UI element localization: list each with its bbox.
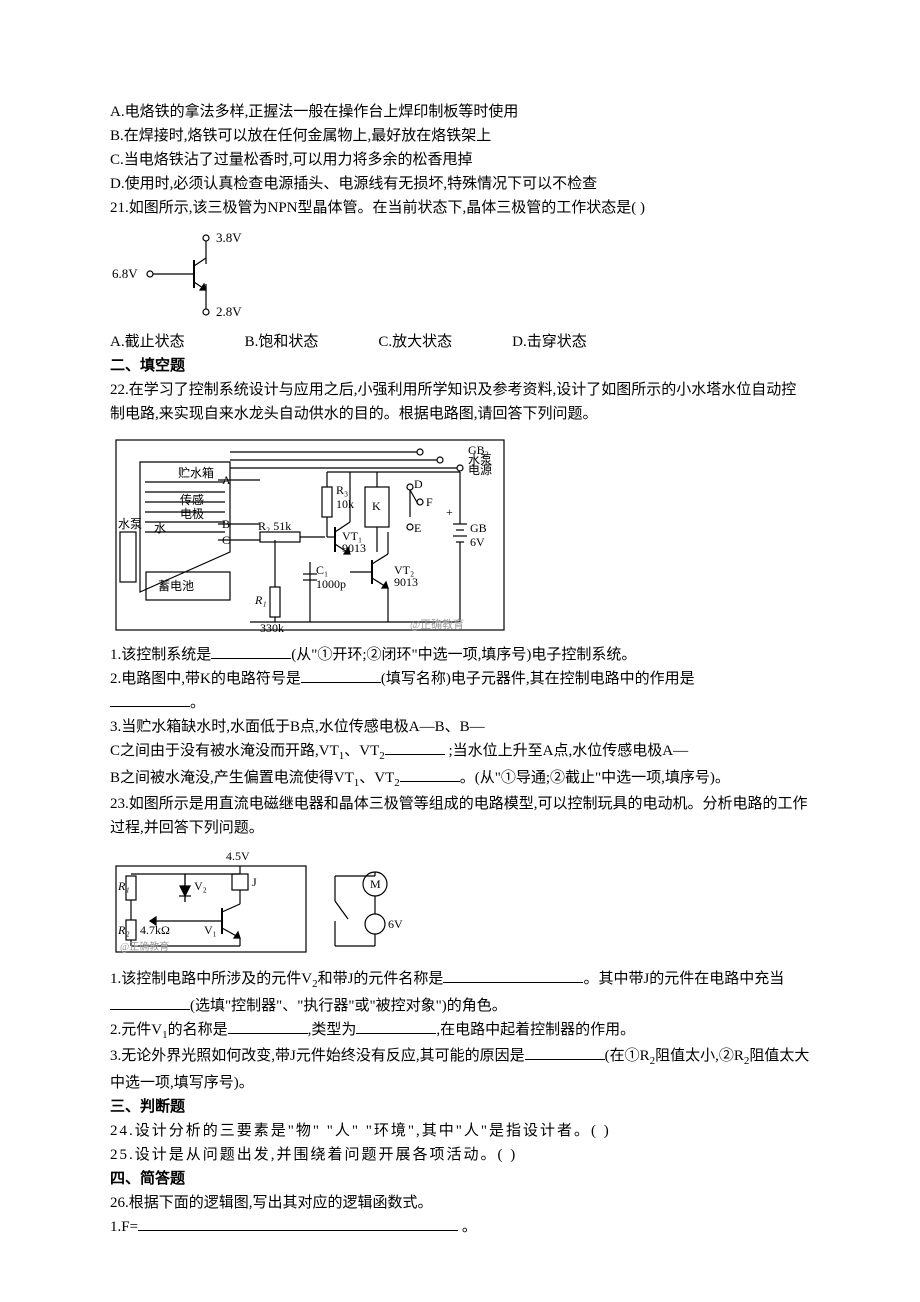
svg-text:F: F [426,495,433,509]
q20-option-d: D.使用时,必须认真检查电源插头、电源线有无损坏,特殊情况下可以不检查 [110,172,810,196]
q23-part1: 1.该控制电路中所涉及的元件V2和带J的元件名称是。其中带J的元件在电路中充当(… [110,967,810,1018]
svg-text:R₁: R₁ [117,879,130,893]
svg-text:D: D [414,477,423,491]
svg-text:9013: 9013 [342,541,366,555]
svg-text:C: C [222,533,230,547]
q21-v-top: 3.8V [216,230,242,245]
section-4-heading: 四、简答题 [110,1167,810,1191]
svg-text:R₃: R₃ [336,483,348,497]
q22-figure: 贮水箱 A 传感 电极 B C 水泵 水 蓄电池 R₃ 10k R₂ 51k K… [110,432,810,637]
section-2-heading: 二、填空题 [110,354,810,378]
q22-part3b: C之间由于没有被水淹没而开路,VT1、VT2 ;当水位上升至A点,水位传感电极A… [110,739,810,766]
q26-stem: 26.根据下面的逻辑图,写出其对应的逻辑函数式。 [110,1191,810,1215]
q23-part3: 3.无论外界光照如何改变,带J元件始终没有反应,其可能的原因是(在①R2阻值太小… [110,1044,810,1095]
q23-stem: 23.如图所示是用直流电磁继电器和晶体三极管等组成的电路模型,可以控制玩具的电动… [110,792,810,840]
q23-part2: 2.元件V1的名称是,类型为,在电路中起着控制器的作用。 [110,1018,810,1045]
q21-opt-d: D.击穿状态 [512,330,587,354]
q22-stem: 22.在学习了控制系统设计与应用之后,小强利用所学知识及参考资料,设计了如图所示… [110,378,810,426]
q22-part2: 2.电路图中,带K的电路符号是(填写名称)电子元器件,其在控制电路中的作用是 [110,667,810,691]
svg-text:4.7kΩ: 4.7kΩ [140,923,170,937]
q21-opt-b: B.饱和状态 [245,330,319,354]
svg-text:GB: GB [470,521,487,535]
q21-v-bot: 2.8V [216,304,242,319]
svg-text:K: K [372,499,381,513]
q20-option-c: C.当电烙铁沾了过量松香时,可以用力将多余的松香甩掉 [110,148,810,172]
svg-text:+: + [446,505,453,519]
svg-text:9013: 9013 [394,575,418,589]
svg-text:R₂ 51k: R₂ 51k [258,519,291,533]
svg-text:水: 水 [154,521,166,535]
svg-text:R₁: R₁ [254,593,267,607]
svg-text:A: A [222,473,231,487]
q26-part1: 1.F= 。 [110,1215,810,1239]
svg-text:330k: 330k [260,621,284,635]
svg-text:R₂: R₂ [117,923,130,937]
svg-text:J: J [252,875,257,889]
q22-part3c: B之间被水淹没,产生偏置电流使得VT1、VT2。(从"①导通;②截止"中选一项,… [110,766,810,793]
svg-text:B: B [222,517,230,531]
svg-text:水泵: 水泵 [118,517,142,531]
section-3-heading: 三、判断题 [110,1095,810,1119]
q22-part2-tail: 。 [110,691,810,715]
svg-text:传感: 传感 [180,492,204,507]
svg-text:电极: 电极 [180,507,204,521]
q23-figure: 4.5V J R₁ V₂ R₂ 4.7kΩ V₁ M 6V @正确教育 [110,846,810,961]
q24: 24.设计分析的三要素是"物" "人" "环境",其中"人"是指设计者。( ) [110,1119,810,1143]
q21-opt-a: A.截止状态 [110,330,185,354]
svg-text:@正确教育: @正确教育 [410,617,464,631]
q20-option-b: B.在焊接时,烙铁可以放在任何金属物上,最好放在烙铁架上 [110,124,810,148]
q22-part1: 1.该控制系统是(从"①开环;②闭环"中选一项,填序号)电子控制系统。 [110,643,810,667]
svg-text:蓄电池: 蓄电池 [158,579,194,593]
svg-text:@正确教育: @正确教育 [120,940,169,953]
q21-options: A.截止状态 B.饱和状态 C.放大状态 D.击穿状态 [110,330,810,354]
svg-text:6V: 6V [470,535,485,549]
q21-stem: 21.如图所示,该三极管为NPN型晶体管。在当前状态下,晶体三极管的工作状态是(… [110,196,810,220]
svg-text:4.5V: 4.5V [226,849,250,863]
q20-option-a: A.电烙铁的拿法多样,正握法一般在操作台上焊印制板等时使用 [110,100,810,124]
q25: 25.设计是从问题出发,并围绕着问题开展各项活动。( ) [110,1143,810,1167]
svg-text:M: M [370,877,381,891]
q22-part3a: 3.当贮水箱缺水时,水面低于B点,水位传感电极A—B、B— [110,715,810,739]
svg-text:E: E [414,521,421,535]
svg-text:V₂: V₂ [194,879,207,893]
q21-opt-c: C.放大状态 [378,330,452,354]
svg-text:电源: 电源 [468,463,492,477]
svg-text:10k: 10k [336,497,354,511]
svg-text:贮水箱: 贮水箱 [178,465,214,480]
q21-figure: 3.8V 6.8V 2.8V [110,226,810,324]
q21-v-left: 6.8V [112,266,138,281]
svg-text:1000p: 1000p [316,577,346,591]
svg-text:6V: 6V [388,917,403,931]
svg-text:C₁: C₁ [316,563,328,577]
svg-text:V₁: V₁ [204,923,217,937]
